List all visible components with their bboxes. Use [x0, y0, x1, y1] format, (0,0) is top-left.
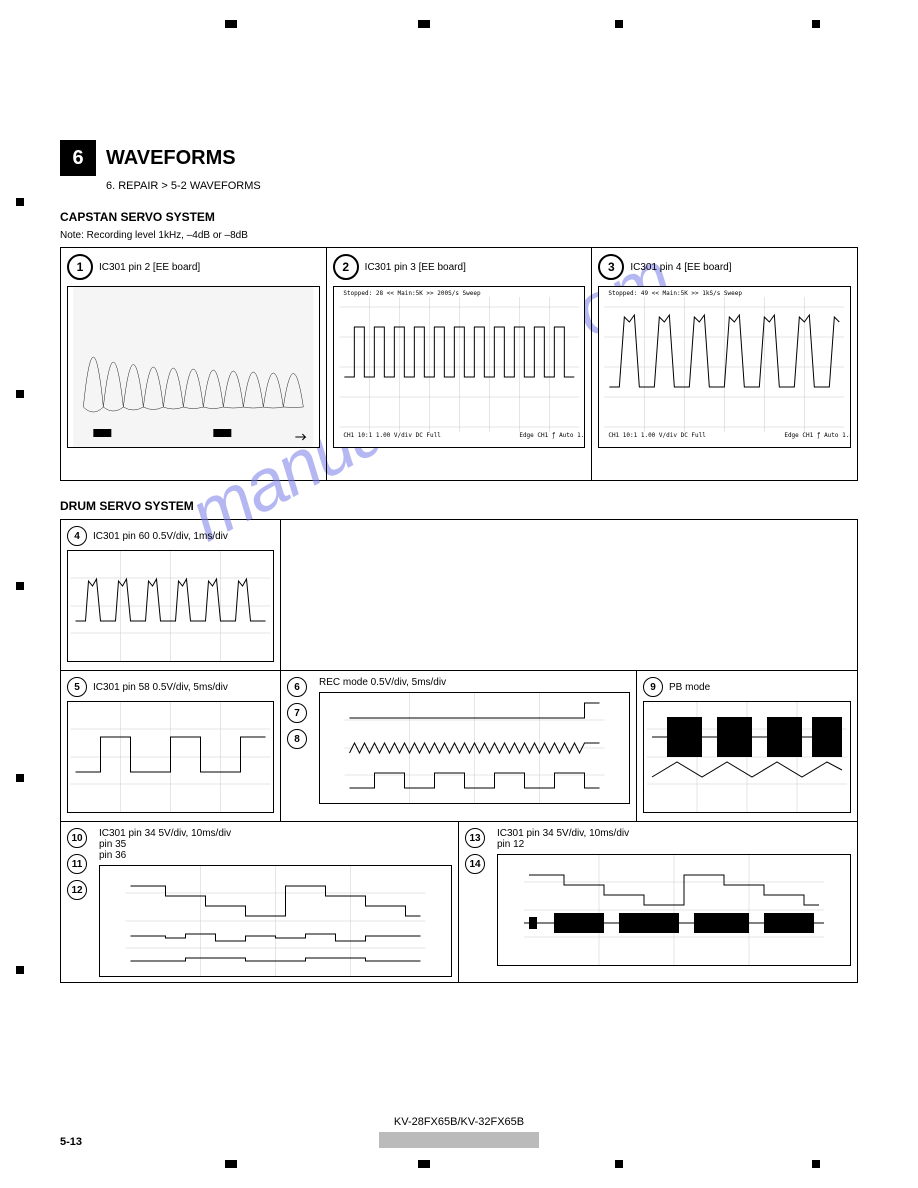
breadcrumb: 6. REPAIR > 5-2 WAVEFORMS	[106, 180, 868, 192]
drum-panels: 4 IC301 pin 60 0.5V/div, 1ms/div	[60, 519, 858, 983]
panel-id-2: 2	[333, 254, 359, 280]
panel-label-3: IC301 pin 4 [EE board]	[630, 262, 731, 273]
panel-label-678: REC mode 0.5V/div, 5ms/div	[319, 677, 446, 688]
capstan-note: Note: Recording level 1kHz, –4dB or –8dB	[60, 230, 868, 241]
page-number: 5-13	[60, 1136, 82, 1148]
panel-label-9: PB mode	[669, 682, 710, 693]
drum-heading: DRUM SERVO SYSTEM	[60, 499, 868, 513]
panel-id-10: 10	[67, 828, 87, 848]
panel-id-14: 14	[465, 854, 485, 874]
drum-cell-5: 5 IC301 pin 58 0.5V/div, 5ms/div	[61, 671, 281, 821]
panel-id-6: 6	[287, 677, 307, 697]
panel-label-5: IC301 pin 58 0.5V/div, 5ms/div	[93, 682, 228, 693]
scope-3: Stopped: 49 << Main:5K >> 1kS/s Sweep CH…	[598, 286, 851, 448]
svg-text:CH1 10:1 1.00 V/div DC Full: CH1 10:1 1.00 V/div DC Full	[609, 432, 707, 439]
scope-678: 6 7 8	[319, 692, 630, 804]
svg-text:CH1 10:1 1.00 V/div DC Full: CH1 10:1 1.00 V/div DC Full	[343, 432, 441, 439]
section-title: WAVEFORMS	[106, 147, 236, 170]
panel-id-11: 11	[67, 854, 87, 874]
section-header: 6 WAVEFORMS	[60, 140, 868, 176]
panel-id-5: 5	[67, 677, 87, 697]
panel-id-3: 3	[598, 254, 624, 280]
panel-id-4: 4	[67, 526, 87, 546]
panel-id-9: 9	[643, 677, 663, 697]
scope-9	[643, 701, 851, 813]
svg-text:Stopped: 49 << Main: Stopped: 49 << Main:5K >> 1kS/s Sweep	[609, 290, 743, 297]
panel-label-4: IC301 pin 60 0.5V/div, 1ms/div	[93, 531, 228, 542]
capstan-panel-3: 3 IC301 pin 4 [EE board] Stopped: 49 << …	[592, 248, 857, 480]
svg-text:Stopped: 28 << Main: Stopped: 28 << Main:5K >> 200S/s Sweep	[343, 290, 481, 297]
scope-2: Stopped: 28 << Main:5K >> 200S/s Sweep C…	[333, 286, 586, 448]
capstan-heading: CAPSTAN SERVO SYSTEM	[60, 210, 868, 224]
capstan-panel-1: 1 IC301 pin 2 [EE board]	[61, 248, 327, 480]
svg-text:Edge CH1 ƒ Auto 1.80 V: Edge CH1 ƒ Auto 1.80 V	[785, 432, 850, 439]
footer-bar	[379, 1132, 539, 1148]
panel-label-101112: IC301 pin 34 5V/div, 10ms/div pin 35 pin…	[99, 828, 231, 861]
panel-label-1314: IC301 pin 34 5V/div, 10ms/div pin 12	[497, 828, 629, 850]
footer-model: KV-28FX65B/KV-32FX65B	[394, 1116, 524, 1128]
drum-cell-4: 4 IC301 pin 60 0.5V/div, 1ms/div	[61, 520, 281, 670]
drum-cell-101112: 10 11 12 IC301 pin 34 5V/div, 10ms/div p…	[61, 822, 459, 982]
panel-id-12: 12	[67, 880, 87, 900]
panel-label-1: IC301 pin 2 [EE board]	[99, 262, 200, 273]
panel-id-8: 8	[287, 729, 307, 749]
svg-text:Edge CH1 ƒ Auto 1.40 V: Edge CH1 ƒ Auto 1.40 V	[519, 432, 584, 439]
panel-id-7: 7	[287, 703, 307, 723]
section-number-badge: 6	[60, 140, 96, 176]
drum-cell-678: 6 7 8 REC mode 0.5V/div, 5ms/div	[281, 671, 637, 821]
scope-101112: 10 11 12	[99, 865, 452, 977]
scope-5	[67, 701, 274, 813]
panel-id-1: 1	[67, 254, 93, 280]
capstan-panel-2: 2 IC301 pin 3 [EE board] Stopped: 28 << …	[327, 248, 593, 480]
drum-cell-9: 9 PB mode	[637, 671, 857, 821]
page-footer: KV-28FX65B/KV-32FX65B 5-13	[0, 1116, 918, 1148]
scope-4	[67, 550, 274, 662]
drum-cell-1314: 13 14 IC301 pin 34 5V/div, 10ms/div pin …	[459, 822, 857, 982]
panel-id-13: 13	[465, 828, 485, 848]
capstan-panels: 1 IC301 pin 2 [EE board]	[60, 247, 858, 481]
panel-label-2: IC301 pin 3 [EE board]	[365, 262, 466, 273]
scope-photo-1	[67, 286, 320, 448]
scope-1314: 13 14	[497, 854, 851, 966]
